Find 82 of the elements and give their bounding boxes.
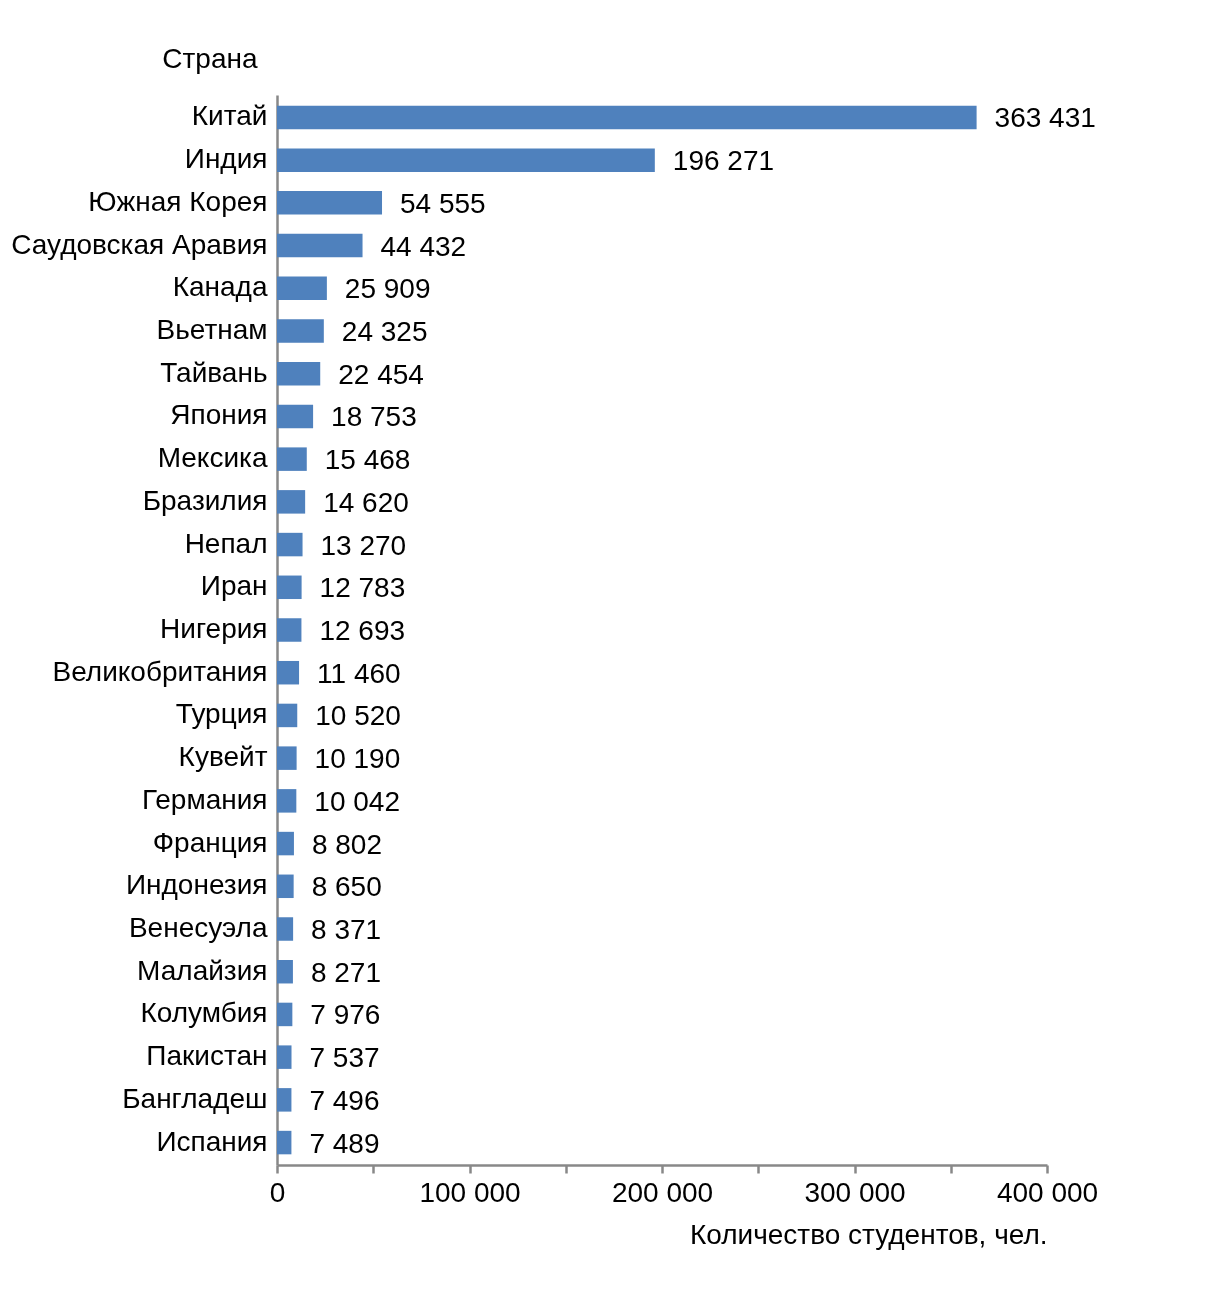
data-label: 7 976	[310, 999, 381, 1031]
y-tick-label: Саудовская Аравия	[11, 228, 268, 260]
y-tick-label: Пакистан	[146, 1040, 268, 1072]
data-label: 8 371	[311, 914, 382, 945]
y-tick-label: Индонезия	[125, 869, 268, 901]
bar	[277, 831, 294, 856]
data-label: 12 693	[319, 615, 406, 646]
y-tick-label: Непал	[184, 527, 268, 559]
data-label: 10 190	[314, 743, 401, 775]
bar	[277, 148, 655, 172]
data-label: 7 537	[309, 1042, 380, 1074]
data-label: 10 520	[315, 700, 401, 732]
data-label: 8 802	[311, 828, 383, 860]
y-tick-label: Германия	[141, 783, 268, 815]
x-tick-label: 400 000	[996, 1176, 1099, 1208]
bar	[277, 1088, 292, 1112]
data-label: 13 270	[320, 529, 407, 561]
bar	[277, 789, 297, 813]
bar	[277, 618, 302, 642]
data-label: 8 271	[310, 956, 381, 988]
data-label: 18 753	[331, 401, 417, 433]
y-tick-label: Канада	[172, 271, 268, 303]
data-label: 7 496	[309, 1084, 380, 1116]
y-tick-label: Бразилия	[142, 484, 268, 516]
data-label: 12 783	[319, 572, 406, 604]
y-tick-label: Кувейт	[178, 741, 268, 773]
bar	[277, 1130, 292, 1155]
y-tick-label: Вьетнам	[156, 314, 268, 345]
x-tick-label: 300 000	[804, 1176, 906, 1208]
data-label: 8 650	[311, 871, 382, 903]
y-tick-label: Индия	[184, 143, 268, 175]
y-tick-label: Бангладеш	[122, 1082, 268, 1114]
y-axis-title: Страна	[162, 42, 258, 74]
bar	[277, 703, 298, 728]
y-tick-label: Колумбия	[140, 997, 268, 1029]
y-tick-label: Венесуэла	[128, 912, 268, 943]
y-tick-label: Испания	[156, 1125, 268, 1157]
y-tick-label: Малайзия	[137, 954, 268, 986]
y-tick-label: Великобритания	[52, 655, 268, 687]
bar	[277, 404, 314, 429]
data-label: 363 431	[994, 102, 1096, 134]
bar	[277, 319, 324, 343]
bar	[277, 874, 294, 899]
bar	[277, 447, 307, 471]
bar	[277, 660, 300, 685]
bar	[277, 233, 363, 258]
bar	[277, 1045, 292, 1069]
data-label: 44 432	[380, 230, 467, 262]
y-tick-label: Иран	[200, 570, 268, 602]
bar	[277, 191, 383, 215]
y-tick-label: Турция	[175, 698, 268, 730]
x-tick-label: 0	[269, 1176, 286, 1208]
bar	[277, 276, 327, 301]
y-tick-label: Япония	[170, 399, 268, 431]
y-tick-label: Франция	[152, 826, 268, 858]
x-tick-label: 100 000	[419, 1176, 521, 1208]
y-tick-label: Мексика	[157, 442, 268, 474]
y-tick-label: Нигерия	[160, 613, 268, 644]
data-label: 10 042	[314, 785, 400, 817]
data-label: 25 909	[344, 273, 431, 305]
bar	[277, 490, 306, 514]
bar	[277, 746, 297, 770]
data-label: 11 460	[317, 657, 401, 689]
data-label: 7 489	[309, 1127, 380, 1159]
bar	[277, 361, 321, 386]
y-tick-label: Южная Корея	[88, 185, 268, 217]
data-label: 54 555	[400, 187, 486, 219]
data-label: 15 468	[324, 444, 411, 476]
data-label: 22 454	[338, 358, 424, 390]
bar	[277, 917, 294, 941]
y-tick-label: Тайвань	[160, 356, 268, 388]
bar	[277, 1002, 293, 1027]
bar	[277, 575, 302, 600]
bar	[277, 532, 303, 557]
x-tick-label: 200 000	[611, 1176, 714, 1208]
x-axis-title: Количество студентов, чел.	[689, 1218, 1048, 1250]
data-label: 196 271	[672, 145, 775, 177]
data-label: 24 325	[341, 316, 428, 347]
bar	[277, 959, 293, 984]
y-tick-label: Китай	[191, 100, 268, 132]
data-label: 14 620	[323, 486, 409, 518]
bar	[277, 105, 977, 130]
